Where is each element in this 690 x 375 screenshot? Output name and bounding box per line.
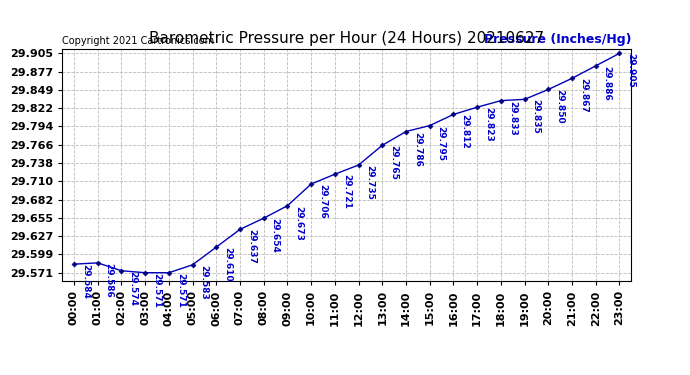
Text: 29.786: 29.786 <box>413 132 422 166</box>
Text: 29.795: 29.795 <box>437 126 446 160</box>
Text: 29.706: 29.706 <box>318 184 327 219</box>
Text: 29.721: 29.721 <box>342 174 351 209</box>
Text: 29.867: 29.867 <box>579 78 588 113</box>
Text: 29.673: 29.673 <box>295 206 304 241</box>
Text: 29.583: 29.583 <box>199 265 208 300</box>
Text: 29.574: 29.574 <box>128 271 137 306</box>
Text: Pressure (Inches/Hg): Pressure (Inches/Hg) <box>484 33 631 46</box>
Text: 29.610: 29.610 <box>224 247 233 282</box>
Text: 29.735: 29.735 <box>366 165 375 200</box>
Text: 29.571: 29.571 <box>176 273 185 308</box>
Text: 29.833: 29.833 <box>508 100 517 135</box>
Text: 29.765: 29.765 <box>389 145 398 180</box>
Text: 29.905: 29.905 <box>627 53 635 88</box>
Text: 29.886: 29.886 <box>603 66 612 100</box>
Text: 29.586: 29.586 <box>105 263 114 298</box>
Title: Barometric Pressure per Hour (24 Hours) 20210627: Barometric Pressure per Hour (24 Hours) … <box>149 31 544 46</box>
Text: Copyright 2021 Cartronics.com: Copyright 2021 Cartronics.com <box>62 36 214 46</box>
Text: 29.835: 29.835 <box>531 99 540 134</box>
Text: 29.812: 29.812 <box>460 114 469 149</box>
Text: 29.850: 29.850 <box>555 90 564 124</box>
Text: 29.654: 29.654 <box>270 218 279 253</box>
Text: 29.823: 29.823 <box>484 107 493 142</box>
Text: 29.637: 29.637 <box>247 230 256 264</box>
Text: 29.571: 29.571 <box>152 273 161 308</box>
Text: 29.584: 29.584 <box>81 264 90 299</box>
